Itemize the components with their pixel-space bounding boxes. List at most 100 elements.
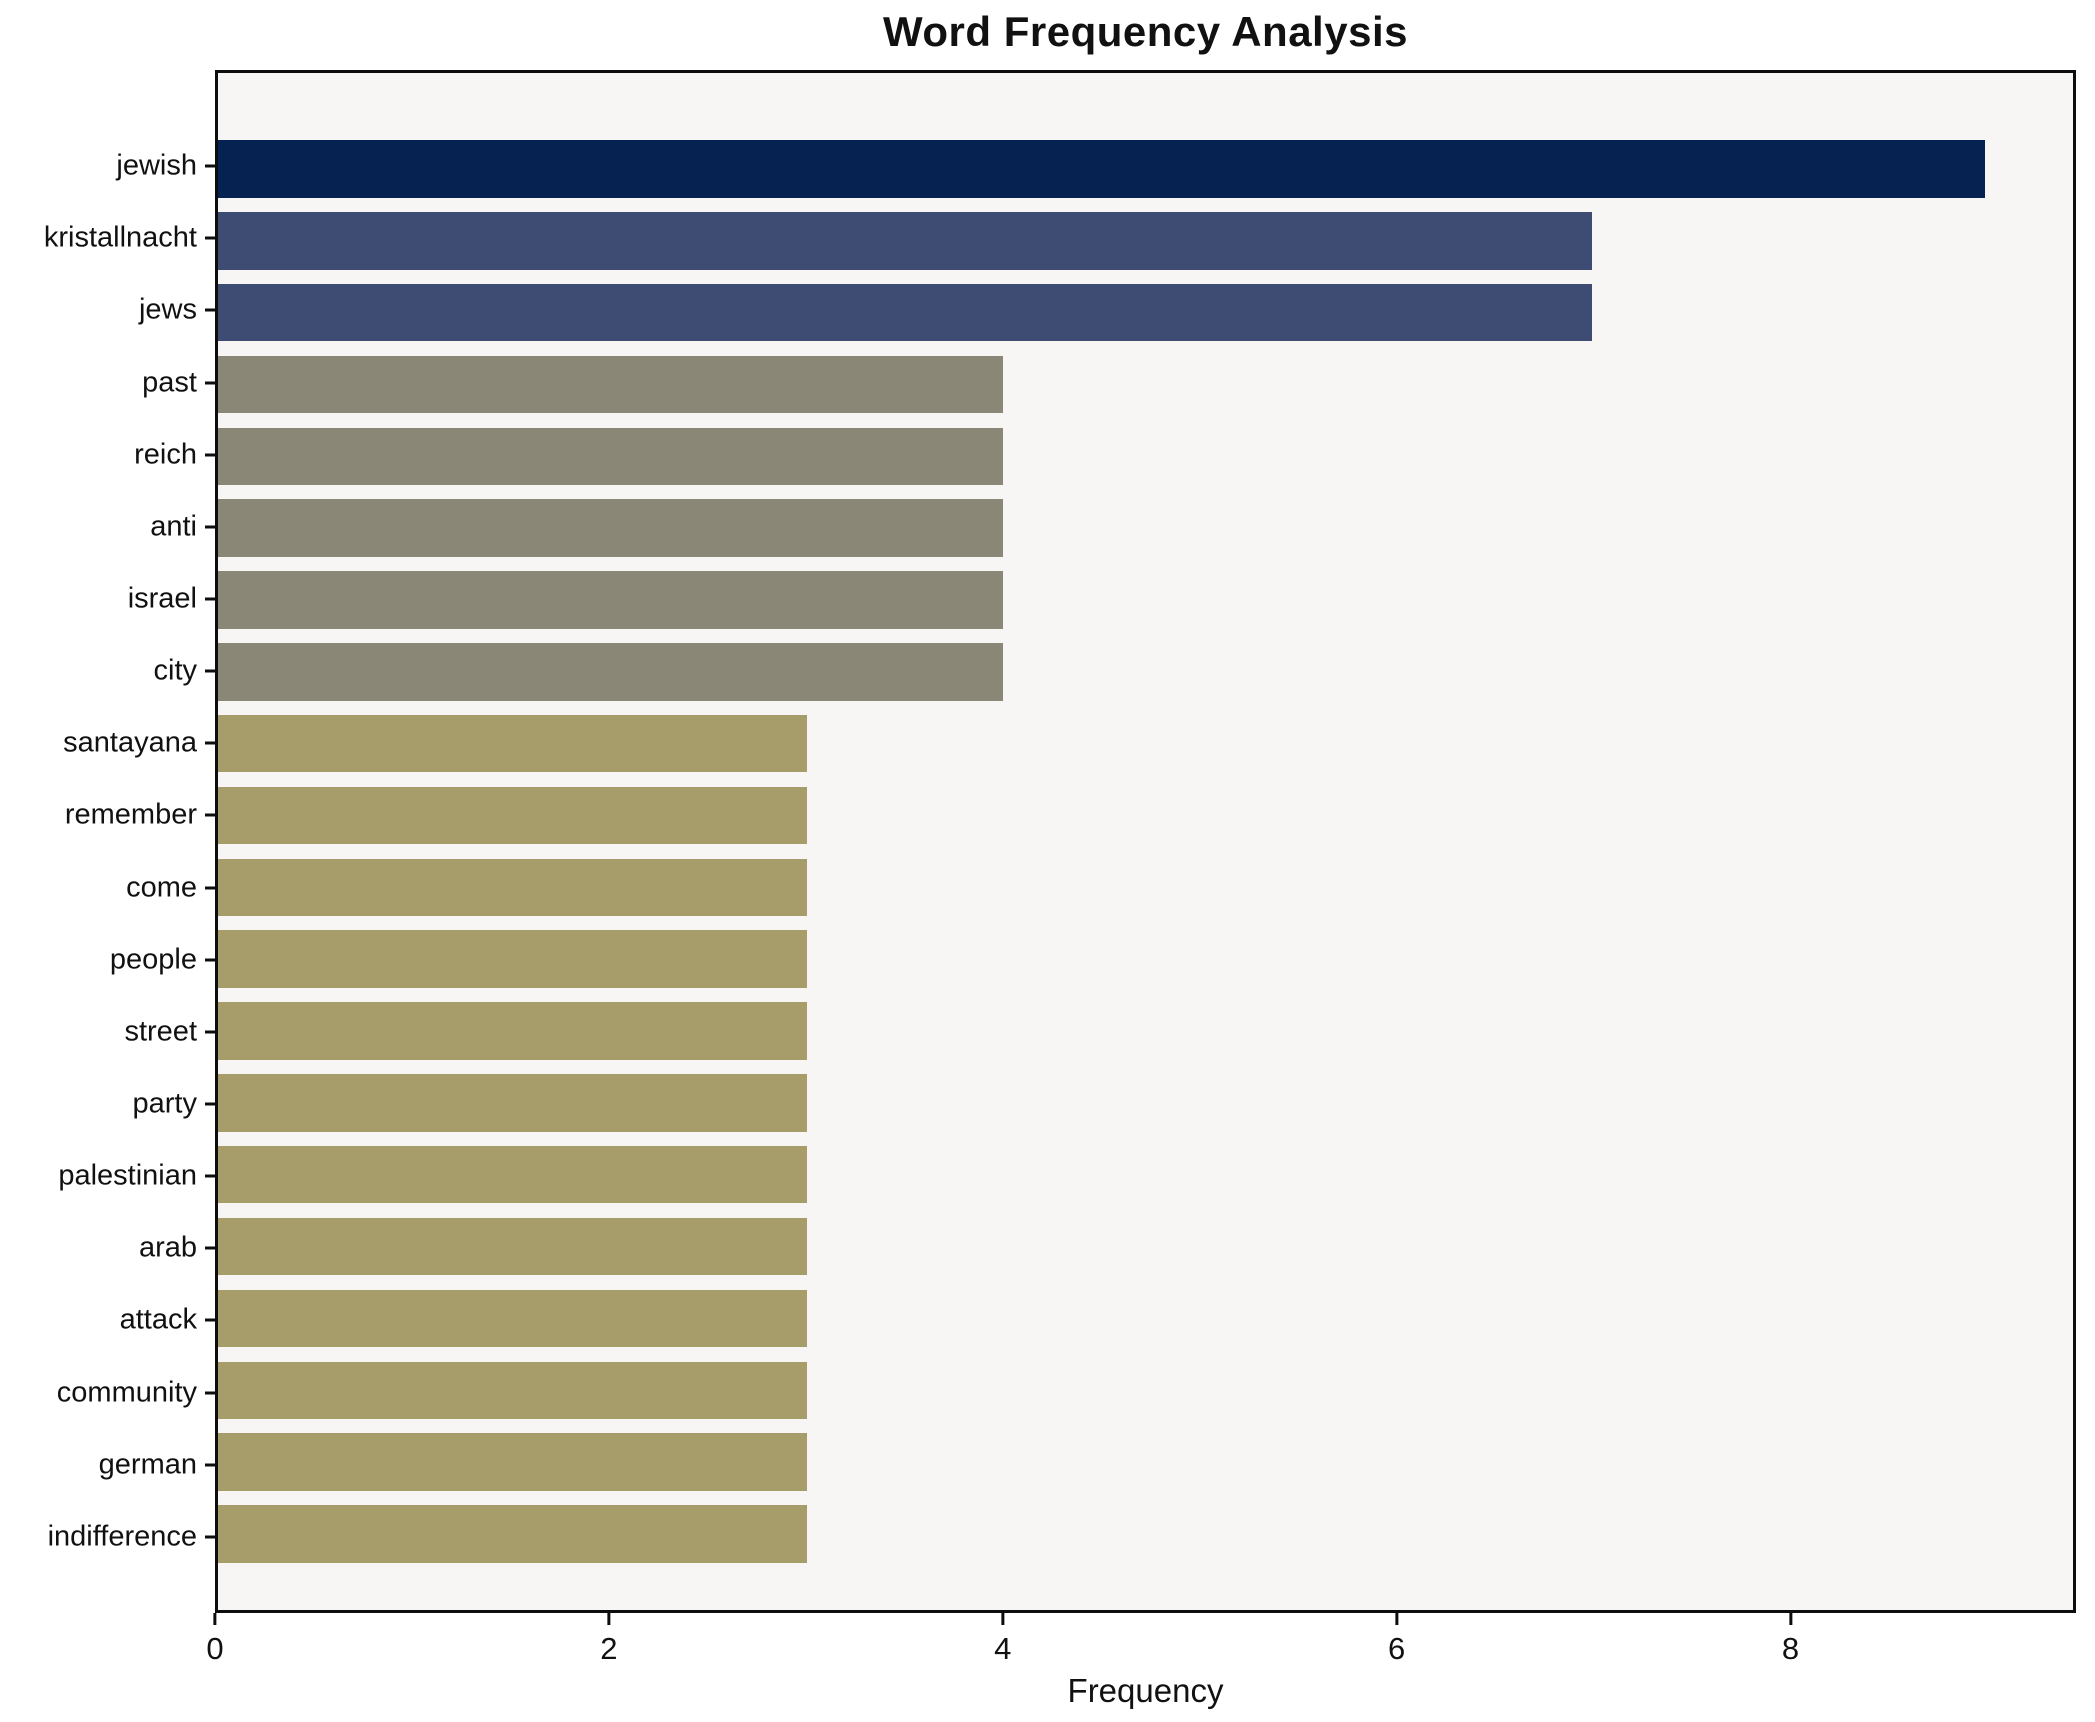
x-tick-label: 8 (1781, 1631, 1800, 1666)
y-tick-label: street (124, 1015, 197, 1048)
bar-city (218, 643, 1004, 701)
bar-come (218, 858, 807, 917)
y-tick-label: palestinian (58, 1159, 197, 1192)
x-tick-8: 8 (1782, 1613, 1799, 1667)
y-tick-label: past (142, 366, 197, 399)
plot-area (215, 70, 2076, 1613)
bar-row (218, 277, 2073, 349)
bar-row (218, 420, 2073, 492)
y-tick-mark (205, 1030, 215, 1034)
y-tick-label: jews (138, 293, 197, 326)
y-tick-label: party (132, 1087, 197, 1120)
y-tick-kristallnacht: kristallnacht (44, 222, 215, 255)
y-tick-mark (205, 1391, 215, 1395)
y-tick-city: city (153, 654, 215, 688)
bar-row (218, 564, 2073, 636)
y-tick-come: come (126, 871, 215, 904)
x-tick-0: 0 (206, 1613, 224, 1667)
x-tick-mark (1395, 1613, 1399, 1625)
bar-palestinian (218, 1146, 807, 1204)
x-tick-mark (1001, 1613, 1005, 1625)
y-tick-label: israel (127, 582, 197, 615)
bar-row (218, 1211, 2073, 1283)
y-tick-mark (205, 381, 215, 385)
y-tick-indifference: indifference (48, 1520, 215, 1553)
bar-santayana (218, 714, 807, 773)
x-tick-label: 0 (206, 1631, 224, 1666)
bar-row (218, 780, 2073, 852)
y-tick-arab: arab (139, 1232, 215, 1265)
bar-jews (218, 283, 1593, 342)
bar-jewish (218, 140, 1985, 198)
y-tick-label: reich (134, 438, 197, 471)
bar-indifference (218, 1505, 807, 1563)
y-tick-mark (205, 1174, 215, 1178)
y-tick-label: remember (64, 798, 197, 831)
bar-kristallnacht (218, 212, 1593, 270)
bar-row (218, 851, 2073, 923)
bar-row (218, 1139, 2073, 1211)
y-tick-mark (205, 958, 215, 962)
y-tick-past: past (142, 366, 215, 399)
y-tick-mark (205, 1246, 215, 1250)
y-tick-label: jewish (116, 149, 197, 182)
x-axis-label: Frequency (1067, 1672, 1224, 1709)
bar-israel (218, 571, 1004, 629)
y-tick-label: anti (150, 510, 197, 543)
y-tick-community: community (57, 1376, 215, 1409)
y-tick-mark (205, 308, 215, 312)
y-tick-label: kristallnacht (43, 221, 197, 254)
y-tick-mark (205, 453, 215, 457)
y-tick-party: party (133, 1088, 215, 1121)
bar-row (218, 1498, 2073, 1570)
y-tick-label: german (98, 1448, 197, 1481)
x-tick-mark (607, 1613, 611, 1625)
bar-party (218, 1074, 807, 1132)
bar-row (218, 1067, 2073, 1139)
y-tick-mark (205, 813, 215, 817)
y-tick-reich: reich (134, 438, 215, 471)
bar-row (218, 1354, 2073, 1426)
bar-reich (218, 427, 1004, 486)
y-tick-german: german (99, 1448, 215, 1481)
bar-attack (218, 1289, 807, 1348)
y-tick-anti: anti (150, 510, 215, 543)
y-tick-mark (205, 1102, 215, 1106)
bar-past (218, 355, 1004, 414)
chart-title: Word Frequency Analysis (883, 8, 1408, 55)
y-tick-label: people (109, 943, 197, 976)
y-tick-jews: jews (139, 294, 215, 327)
bar-row (218, 205, 2073, 277)
y-tick-mark (205, 886, 215, 890)
bar-arab (218, 1217, 807, 1276)
bar-row (218, 133, 2073, 205)
bar-rows (218, 133, 2073, 1570)
bar-row (218, 1283, 2073, 1355)
y-tick-mark (205, 741, 215, 745)
bar-row (218, 349, 2073, 421)
x-tick-6: 6 (1388, 1613, 1405, 1667)
x-tick-mark (1788, 1613, 1792, 1625)
y-tick-jewish: jewish (116, 150, 215, 183)
bar-row (218, 923, 2073, 995)
bar-row (218, 995, 2073, 1067)
y-tick-mark (205, 525, 215, 529)
bar-row (218, 636, 2073, 708)
y-tick-label: city (153, 654, 198, 687)
bar-row (218, 708, 2073, 780)
y-axis-labels: jewish kristallnacht jews past reich anti isra… (0, 70, 215, 1613)
y-tick-mark (205, 597, 215, 601)
y-tick-label: community (56, 1376, 197, 1409)
y-tick-israel: israel (128, 582, 215, 615)
y-tick-mark (205, 164, 215, 168)
x-tick-4: 4 (994, 1613, 1011, 1667)
y-tick-label: indifference (47, 1520, 197, 1553)
bar-german (218, 1433, 807, 1491)
y-tick-label: santayana (63, 726, 197, 759)
x-tick-label: 6 (1387, 1631, 1406, 1666)
y-tick-people: people (110, 943, 215, 976)
y-tick-label: arab (138, 1231, 197, 1264)
y-tick-label: come (126, 871, 197, 904)
y-tick-attack: attack (120, 1304, 215, 1337)
